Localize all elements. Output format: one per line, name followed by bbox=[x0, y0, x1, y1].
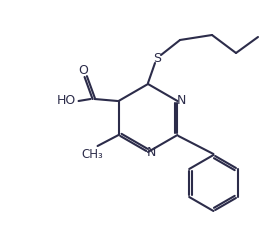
Text: N: N bbox=[177, 93, 186, 107]
Text: O: O bbox=[79, 63, 88, 77]
Text: S: S bbox=[153, 51, 161, 64]
Text: HO: HO bbox=[57, 94, 76, 108]
Text: N: N bbox=[146, 147, 156, 159]
Text: CH₃: CH₃ bbox=[82, 148, 103, 160]
